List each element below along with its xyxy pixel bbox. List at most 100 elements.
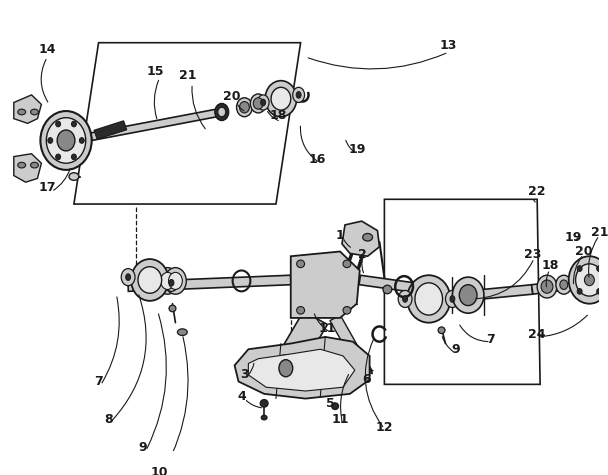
FancyArrowPatch shape [246,400,261,408]
Ellipse shape [215,104,229,121]
Text: 21: 21 [179,69,196,83]
Ellipse shape [237,98,252,117]
FancyArrowPatch shape [362,261,364,273]
Ellipse shape [279,360,292,377]
Ellipse shape [240,102,249,113]
Ellipse shape [131,259,168,301]
Ellipse shape [541,280,553,293]
FancyArrowPatch shape [340,374,348,422]
Ellipse shape [69,173,79,180]
Ellipse shape [30,162,38,168]
Text: 11: 11 [331,413,349,426]
Text: 20: 20 [223,90,240,103]
Ellipse shape [452,277,484,313]
Ellipse shape [169,305,176,312]
Text: 18: 18 [269,109,286,122]
Text: 1: 1 [336,229,344,242]
Polygon shape [330,315,370,373]
Polygon shape [342,221,379,256]
FancyArrowPatch shape [540,315,587,337]
Ellipse shape [596,288,601,294]
Text: 10: 10 [151,466,168,475]
Ellipse shape [72,121,77,127]
Ellipse shape [407,275,451,323]
Text: 9: 9 [139,441,147,455]
Ellipse shape [46,118,86,163]
Polygon shape [274,91,298,107]
Text: 2: 2 [358,248,367,261]
Text: 13: 13 [440,39,457,52]
Polygon shape [359,276,415,292]
Ellipse shape [178,329,187,335]
Polygon shape [14,154,41,182]
Ellipse shape [296,92,301,98]
Ellipse shape [40,111,92,170]
Ellipse shape [297,260,305,267]
Ellipse shape [459,285,477,305]
FancyArrowPatch shape [154,80,159,119]
FancyArrowPatch shape [460,325,488,342]
Ellipse shape [265,81,297,117]
FancyArrowPatch shape [443,337,453,352]
Ellipse shape [261,99,266,106]
Polygon shape [91,108,223,141]
Ellipse shape [578,274,589,288]
FancyArrowPatch shape [365,377,367,379]
Text: 18: 18 [541,259,559,272]
Polygon shape [235,337,370,399]
Ellipse shape [257,95,269,110]
Ellipse shape [363,233,373,241]
Ellipse shape [450,295,455,302]
Text: 19: 19 [348,143,365,156]
Text: 23: 23 [523,248,541,261]
Text: 21: 21 [590,226,608,239]
Polygon shape [128,275,291,291]
Ellipse shape [297,306,305,314]
Ellipse shape [537,275,557,298]
Ellipse shape [48,138,53,143]
Polygon shape [291,251,360,318]
FancyArrowPatch shape [238,105,244,111]
Ellipse shape [343,306,351,314]
Text: 9: 9 [451,343,460,356]
Ellipse shape [596,266,601,271]
Ellipse shape [165,267,186,294]
Text: 14: 14 [38,43,56,56]
Ellipse shape [292,87,305,103]
Ellipse shape [260,399,268,407]
FancyArrowPatch shape [112,295,146,420]
FancyArrowPatch shape [589,238,598,277]
Ellipse shape [218,107,226,117]
Ellipse shape [79,138,85,143]
Polygon shape [249,349,355,391]
Text: 19: 19 [565,231,582,244]
Text: 22: 22 [528,185,546,198]
Ellipse shape [169,279,174,286]
Text: 7: 7 [486,333,495,346]
Ellipse shape [168,272,182,289]
Text: 24: 24 [528,328,546,341]
Polygon shape [14,95,41,124]
Ellipse shape [126,274,131,280]
Text: 7: 7 [94,375,103,388]
Text: 6: 6 [362,373,371,386]
Ellipse shape [254,98,263,109]
Text: 3: 3 [240,369,249,381]
Ellipse shape [250,94,266,113]
Ellipse shape [138,266,162,293]
Ellipse shape [161,272,174,289]
Ellipse shape [556,275,572,294]
Ellipse shape [165,274,178,291]
Ellipse shape [157,267,178,294]
FancyArrowPatch shape [147,314,167,448]
FancyArrowPatch shape [164,337,188,470]
Text: 17: 17 [38,181,56,194]
Ellipse shape [383,285,392,294]
FancyArrowPatch shape [308,53,446,69]
FancyArrowPatch shape [54,169,70,190]
Ellipse shape [275,355,297,381]
Ellipse shape [576,264,603,296]
FancyArrowPatch shape [268,112,278,121]
Text: 11: 11 [319,322,336,335]
Ellipse shape [343,260,351,267]
